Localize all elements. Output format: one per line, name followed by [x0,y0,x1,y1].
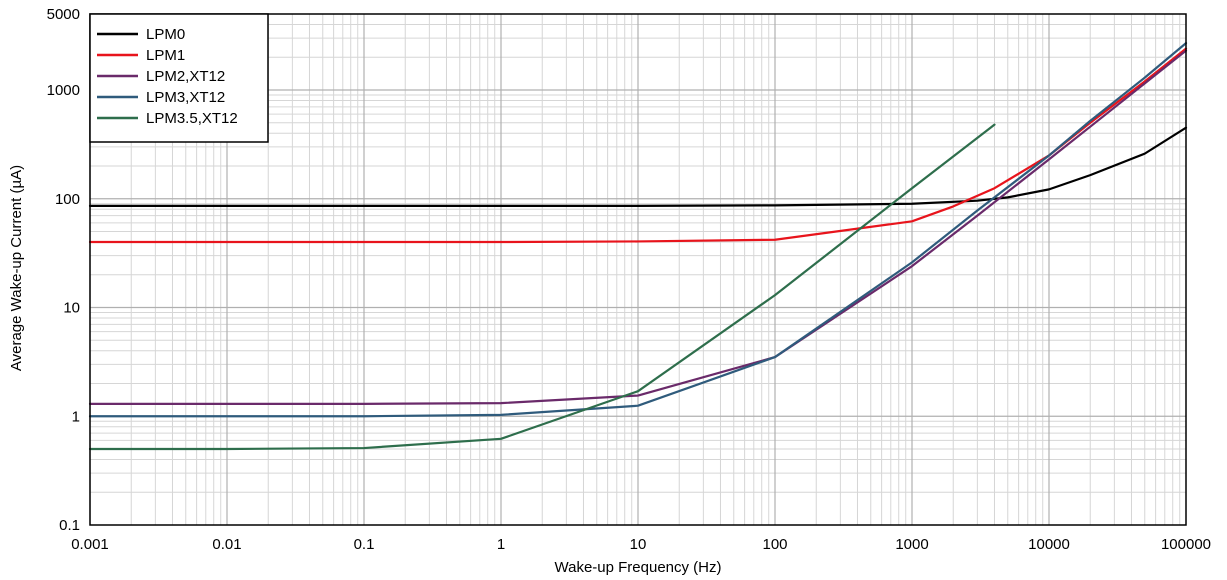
y-tick-label: 0.1 [59,517,80,534]
y-tick-label: 10 [63,300,80,317]
x-tick-label: 0.01 [212,536,241,553]
series-line-lpm2-xt12 [88,49,1188,405]
series-line-lpm1 [88,47,1188,244]
y-axis-title: Average Wake-up Current (µA) [8,165,25,371]
x-tick-label: 0.1 [354,536,375,553]
legend: LPM0 LPM1 LPM2,XT12 LPM3,XT12 LPM3.5,XT12 [89,13,269,143]
series-line-lpm3-xt12 [88,41,1188,418]
series-line-lpm0 [88,126,1188,207]
legend-box [89,13,269,143]
x-tick-labels: 0.001 0.01 0.1 1 10 100 1000 10000 100000 [71,536,1211,553]
y-tick-label: 100 [55,191,80,208]
x-tick-label: 1 [497,536,505,553]
plot-frame [89,13,1187,526]
legend-label: LPM1 [146,47,185,64]
legend-label: LPM2,XT12 [146,68,225,85]
legend-item-lpm3-xt12: LPM3,XT12 [97,89,225,106]
series-line-lpm3-5-xt12 [88,123,996,451]
y-tick-labels: 0.1 1 10 100 1000 5000 [47,6,80,534]
x-tick-label: 0.001 [71,536,109,553]
legend-item-lpm1: LPM1 [97,47,185,64]
series-layer [88,41,1188,451]
y-tick-label: 1 [72,408,80,425]
x-tick-label: 10000 [1028,536,1070,553]
x-tick-label: 10 [630,536,647,553]
x-tick-label: 1000 [895,536,928,553]
legend-item-lpm2-xt12: LPM2,XT12 [97,68,225,85]
y-tick-label: 1000 [47,82,80,99]
x-tick-label: 100 [762,536,787,553]
legend-label: LPM3,XT12 [146,89,225,106]
legend-item-lpm0: LPM0 [97,26,185,43]
legend-item-lpm3-5-xt12: LPM3.5,XT12 [97,110,238,127]
legend-items: LPM0 LPM1 LPM2,XT12 LPM3,XT12 LPM3.5,XT12 [97,26,238,127]
legend-label: LPM3.5,XT12 [146,110,238,127]
y-tick-label: 5000 [47,6,80,23]
x-tick-label: 100000 [1161,536,1211,553]
legend-label: LPM0 [146,26,185,43]
x-axis-title: Wake-up Frequency (Hz) [555,559,722,576]
